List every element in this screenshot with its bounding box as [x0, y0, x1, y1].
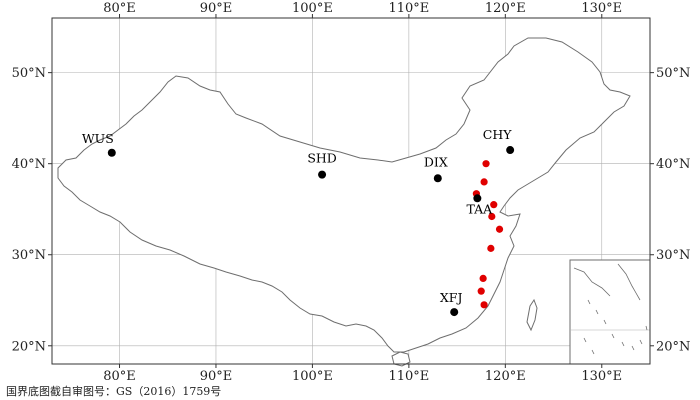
- y-tick-label-right: 30°N: [656, 248, 690, 263]
- x-tick-label-top: 80°E: [103, 1, 136, 16]
- x-tick-label-bottom: 100°E: [292, 369, 333, 384]
- background-station-point: [318, 170, 327, 179]
- x-tick-label-bottom: 90°E: [200, 369, 233, 384]
- station-label: DIX: [424, 154, 448, 169]
- background-station-point: [450, 308, 459, 317]
- background-station-point: [506, 146, 515, 155]
- south-china-sea-inset: [569, 259, 651, 365]
- site-markers: [472, 160, 504, 309]
- map-frame: [51, 17, 651, 365]
- x-tick-label-top: 130°E: [581, 1, 622, 16]
- taiwan-outline: [526, 298, 538, 332]
- x-tick-label-top: 120°E: [485, 1, 526, 16]
- station-label: CHY: [483, 127, 512, 142]
- site-point: [488, 212, 496, 221]
- china-border: [57, 37, 631, 353]
- y-tick-label-right: 40°N: [656, 157, 690, 172]
- y-tick-label-left: 30°N: [12, 248, 46, 263]
- axis-ticks: 80°E 80°E 90°E 90°E 100°E 100°E 110°E 110°E 120°…: [12, 1, 691, 384]
- x-tick-label-bottom: 120°E: [485, 369, 526, 384]
- basemap-approval-note: 国界底图截自审图号：GS（2016）1759号: [6, 385, 222, 398]
- site-point: [480, 178, 488, 186]
- x-tick-label-top: 90°E: [200, 1, 233, 16]
- station-label: TAA: [466, 201, 493, 216]
- site-point: [495, 225, 504, 233]
- x-tick-label-bottom: 80°E: [103, 369, 136, 384]
- y-tick-label-left: 20°N: [12, 339, 46, 354]
- y-tick-label-left: 50°N: [12, 66, 46, 81]
- station-label: WUS: [82, 131, 114, 146]
- x-tick-label-bottom: 110°E: [388, 369, 429, 384]
- background-station-point: [107, 148, 116, 157]
- country-outline: [57, 37, 631, 367]
- x-tick-label-top: 100°E: [292, 1, 333, 16]
- site-point: [490, 201, 498, 209]
- site-point: [477, 287, 485, 295]
- station-label: XFJ: [440, 290, 463, 305]
- station-label: SHD: [307, 151, 337, 166]
- x-tick-label-bottom: 130°E: [581, 369, 622, 384]
- site-point: [482, 160, 490, 168]
- site-point: [479, 274, 487, 283]
- background-station-point: [433, 174, 442, 183]
- y-tick-label-right: 20°N: [656, 339, 690, 354]
- site-point: [487, 244, 495, 252]
- site-point: [480, 301, 488, 309]
- y-tick-label-left: 40°N: [12, 157, 46, 172]
- background-station-point: [473, 194, 482, 203]
- background-stations: WUS SHD DIX CHY TAA XFJ: [82, 127, 515, 317]
- x-tick-label-top: 110°E: [388, 1, 429, 16]
- y-tick-label-right: 50°N: [656, 66, 690, 81]
